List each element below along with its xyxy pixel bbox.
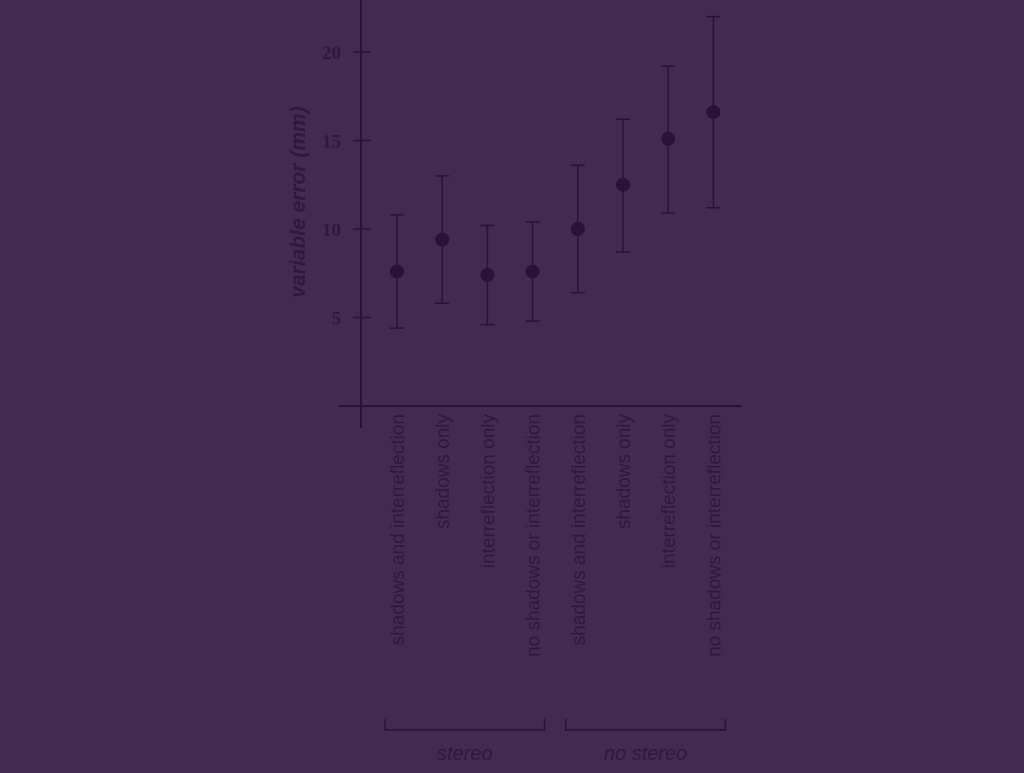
data-point: [480, 268, 495, 283]
category-label: shadows only: [433, 414, 454, 530]
y-tick-label: 10: [322, 220, 341, 241]
category-label: no shadows or interreflection: [524, 414, 545, 657]
group-bracket: [384, 719, 546, 731]
data-point-group: [706, 15, 721, 209]
y-axis-label: variable error (mm): [287, 106, 310, 297]
category-label: no shadows or interreflection: [704, 414, 725, 657]
data-point: [435, 232, 450, 247]
data-point-group: [661, 65, 676, 214]
data-point: [706, 105, 721, 120]
data-points: [390, 15, 721, 329]
data-point-group: [480, 224, 495, 326]
data-point: [390, 264, 404, 279]
data-point-group: [435, 175, 450, 305]
category-label: interreflection only: [659, 414, 680, 569]
group-label: stereo: [437, 743, 493, 765]
y-tick-label: 20: [322, 43, 341, 64]
data-point: [661, 131, 676, 146]
y-tick-label: 5: [332, 309, 342, 330]
data-point-group: [390, 214, 404, 329]
category-labels: shadows and interreflection shadows only i…: [388, 414, 725, 657]
y-ticks: 5 10 15 20: [322, 43, 371, 330]
data-point: [525, 264, 540, 279]
group-brackets: stereo no stereo: [384, 719, 727, 765]
data-point: [616, 177, 630, 192]
group-label: no stereo: [604, 743, 687, 765]
data-point-group: [616, 118, 630, 253]
category-label: interreflection only: [478, 414, 499, 569]
category-label: shadows and interreflection: [388, 414, 409, 645]
y-tick-label: 15: [322, 132, 341, 153]
category-label: shadows only: [614, 414, 635, 530]
category-label: shadows and interreflection: [569, 414, 590, 645]
data-point-group: [570, 164, 585, 294]
data-point: [570, 222, 585, 236]
group-bracket: [565, 719, 727, 731]
data-point-group: [525, 221, 540, 322]
